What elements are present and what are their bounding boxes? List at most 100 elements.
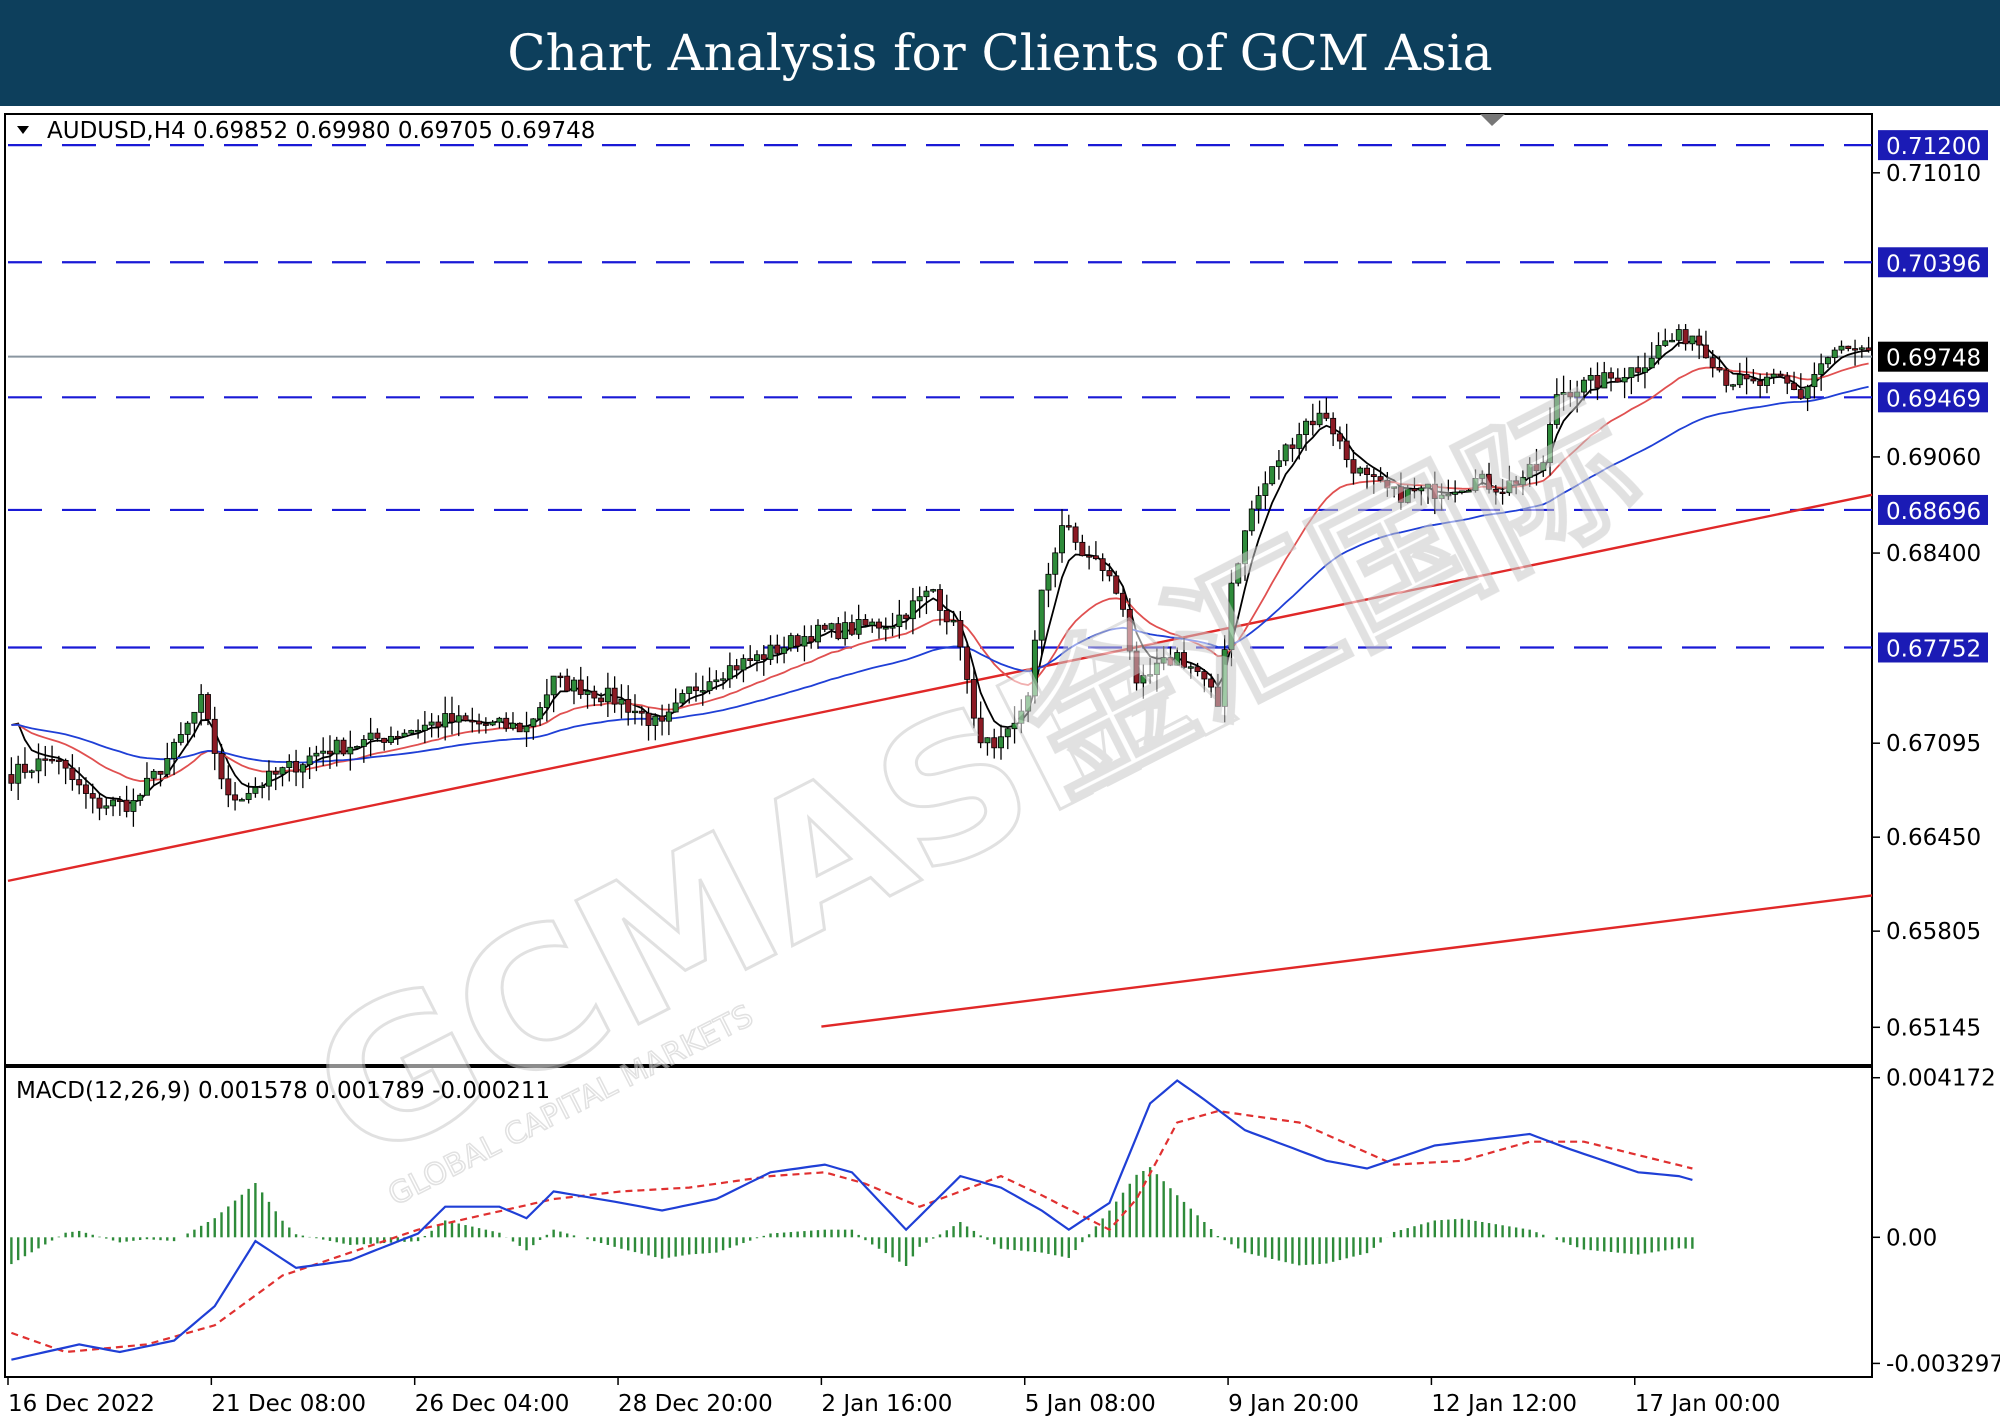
candle	[923, 590, 930, 598]
candle	[387, 735, 394, 743]
candle	[855, 619, 862, 635]
candles	[8, 324, 1872, 827]
x-tick-label: 17 Jan 00:00	[1635, 1391, 1781, 1417]
candle	[889, 626, 896, 629]
candle	[1838, 345, 1845, 351]
level-label-box	[1878, 130, 1988, 161]
candle	[367, 732, 374, 741]
candle	[503, 717, 510, 729]
price-header: AUDUSD,H4 0.69852 0.69980 0.69705 0.6974…	[47, 118, 595, 144]
candle	[360, 739, 367, 747]
candle	[1770, 373, 1777, 378]
candle	[1418, 487, 1425, 492]
trendline	[821, 894, 1873, 1028]
candle	[1777, 373, 1784, 377]
candle	[1641, 367, 1648, 373]
candle	[1519, 476, 1526, 486]
header-dropdown-icon[interactable]	[17, 126, 29, 134]
candle	[1025, 695, 1032, 712]
candle	[469, 720, 476, 723]
candle	[15, 763, 22, 784]
candle	[1031, 639, 1038, 697]
chart-area[interactable]: 0.71200 0.70396 0.69469 0.68696 0.67752 0.697…	[0, 106, 2000, 1428]
candle	[1397, 486, 1404, 503]
candle	[1377, 476, 1384, 481]
x-tick-label: 2 Jan 16:00	[821, 1391, 952, 1417]
candle	[1038, 589, 1045, 641]
candle	[530, 718, 537, 727]
candle	[774, 644, 781, 654]
candle	[1465, 490, 1472, 493]
candle	[1818, 363, 1825, 375]
candle	[1831, 349, 1838, 359]
candle	[1275, 460, 1282, 468]
candle	[49, 758, 56, 762]
candle	[1858, 347, 1865, 350]
candle	[611, 687, 618, 705]
candle	[632, 710, 638, 714]
candle	[313, 752, 320, 757]
candle	[1072, 526, 1079, 543]
candle	[69, 767, 76, 781]
candle	[1669, 339, 1676, 343]
y-tick-label: 0.65145	[1886, 1015, 1981, 1041]
candle	[415, 729, 422, 733]
candle	[394, 735, 401, 739]
candle	[679, 693, 686, 704]
candle	[1472, 477, 1479, 491]
candle	[1336, 433, 1343, 442]
current-price-box	[1878, 341, 1988, 372]
candle	[116, 799, 123, 802]
candle	[28, 770, 35, 773]
candle	[1208, 678, 1215, 688]
candle	[103, 805, 110, 809]
candle	[198, 694, 205, 713]
candle	[1242, 530, 1248, 565]
candle	[754, 654, 760, 661]
candle	[455, 715, 462, 723]
candle	[279, 767, 286, 775]
candle	[326, 750, 333, 755]
candle	[760, 654, 767, 660]
candle	[964, 646, 971, 680]
candle	[1438, 494, 1445, 499]
axes: 0.71010 0.69060 0.68400 0.67095 0.66450 0.658…	[7, 161, 2000, 1417]
candle	[1513, 480, 1520, 486]
level-label: 0.70396	[1886, 251, 1981, 277]
candle	[110, 799, 117, 807]
candle	[821, 624, 828, 630]
candle	[1140, 675, 1147, 684]
candle	[1214, 686, 1221, 707]
candle	[1120, 592, 1126, 610]
candle	[801, 636, 808, 647]
candle	[564, 675, 571, 692]
candle	[96, 797, 103, 809]
candle	[82, 784, 89, 794]
candle	[354, 746, 361, 749]
y-tick-label: 0.68400	[1886, 541, 1981, 567]
macd-lines	[11, 1079, 1693, 1361]
candle	[476, 720, 483, 725]
level-label: 0.67752	[1886, 636, 1981, 662]
candle	[815, 624, 821, 643]
candle	[1608, 372, 1615, 379]
candle	[1736, 374, 1743, 386]
candle	[747, 658, 754, 661]
candle	[177, 734, 184, 743]
candle	[713, 679, 720, 683]
candle	[665, 711, 672, 722]
candle	[1431, 483, 1438, 499]
candle	[1797, 389, 1804, 399]
candle	[1113, 575, 1120, 594]
candle	[1743, 374, 1750, 380]
candle	[1133, 650, 1140, 684]
x-tick-label: 21 Dec 08:00	[211, 1391, 366, 1417]
candle	[1201, 671, 1208, 680]
banner: Chart Analysis for Clients of GCM Asia	[0, 0, 2000, 106]
x-tick-label: 16 Dec 2022	[8, 1391, 155, 1417]
candle	[1852, 348, 1859, 351]
x-tick-label: 12 Jan 12:00	[1431, 1391, 1577, 1417]
candle	[8, 774, 15, 784]
macd-line	[11, 1079, 1693, 1361]
candle	[645, 712, 652, 726]
